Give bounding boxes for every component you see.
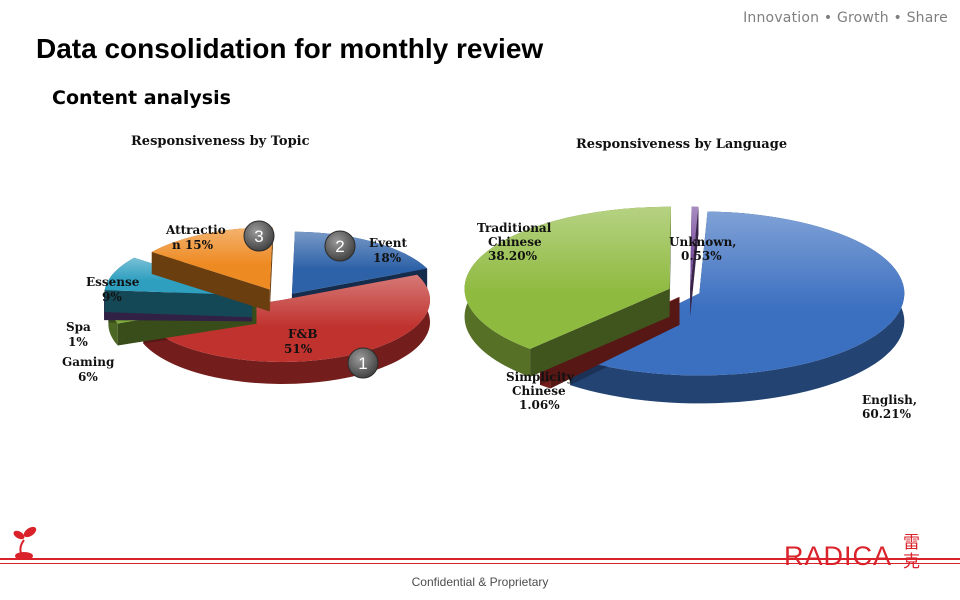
sprout-logo-icon <box>13 526 37 560</box>
language-label-traditional: Traditional Chinese 38.20% <box>477 221 555 263</box>
section-subtitle: Content analysis <box>52 87 231 109</box>
header-tagline: Innovation • Growth • Share <box>743 10 948 26</box>
topic-chart-title: Responsiveness by Topic <box>131 134 310 149</box>
language-label-english: English, 60.21% <box>862 393 921 421</box>
brand-logo-cjk-top: 雷 <box>903 533 920 552</box>
brand-logo-text: RADICA <box>784 541 893 571</box>
footer-divider-top <box>0 558 960 560</box>
footer-divider-bottom <box>0 563 960 564</box>
topic-label-essense: Essense 9% <box>86 275 144 304</box>
language-label-unknown: Unknown, 0.53% <box>669 235 741 263</box>
page-title: Data consolidation for monthly review <box>36 33 544 64</box>
pie2-slice-traditional <box>464 206 671 377</box>
rank-badge-1: 1 <box>347 347 379 379</box>
pie2-slice-unknown <box>690 206 699 317</box>
topic-label-event: Event 18% <box>369 236 411 265</box>
language-pie <box>464 206 905 404</box>
topic-label-spa: Spa 1% <box>66 320 95 349</box>
rank-badge-3: 3 <box>243 220 275 252</box>
brand-logo-cjk-bottom: 克 <box>903 552 920 571</box>
svg-text:2: 2 <box>335 237 344 256</box>
pie1-slice-attractio <box>151 227 273 312</box>
topic-label-attraction: Attractio n 15% <box>165 223 230 252</box>
svg-text:3: 3 <box>254 227 263 246</box>
topic-label-gaming: Gaming 6% <box>62 355 119 384</box>
footer-confidential: Confidential & Proprietary <box>411 575 549 589</box>
language-chart-title: Responsiveness by Language <box>576 137 788 152</box>
rank-badge-2: 2 <box>324 230 356 262</box>
language-label-simplicity: Simplicity Chinese 1.06% <box>506 370 578 412</box>
svg-text:1: 1 <box>358 354 367 373</box>
topic-label-fnb: F&B 51% <box>284 327 322 356</box>
